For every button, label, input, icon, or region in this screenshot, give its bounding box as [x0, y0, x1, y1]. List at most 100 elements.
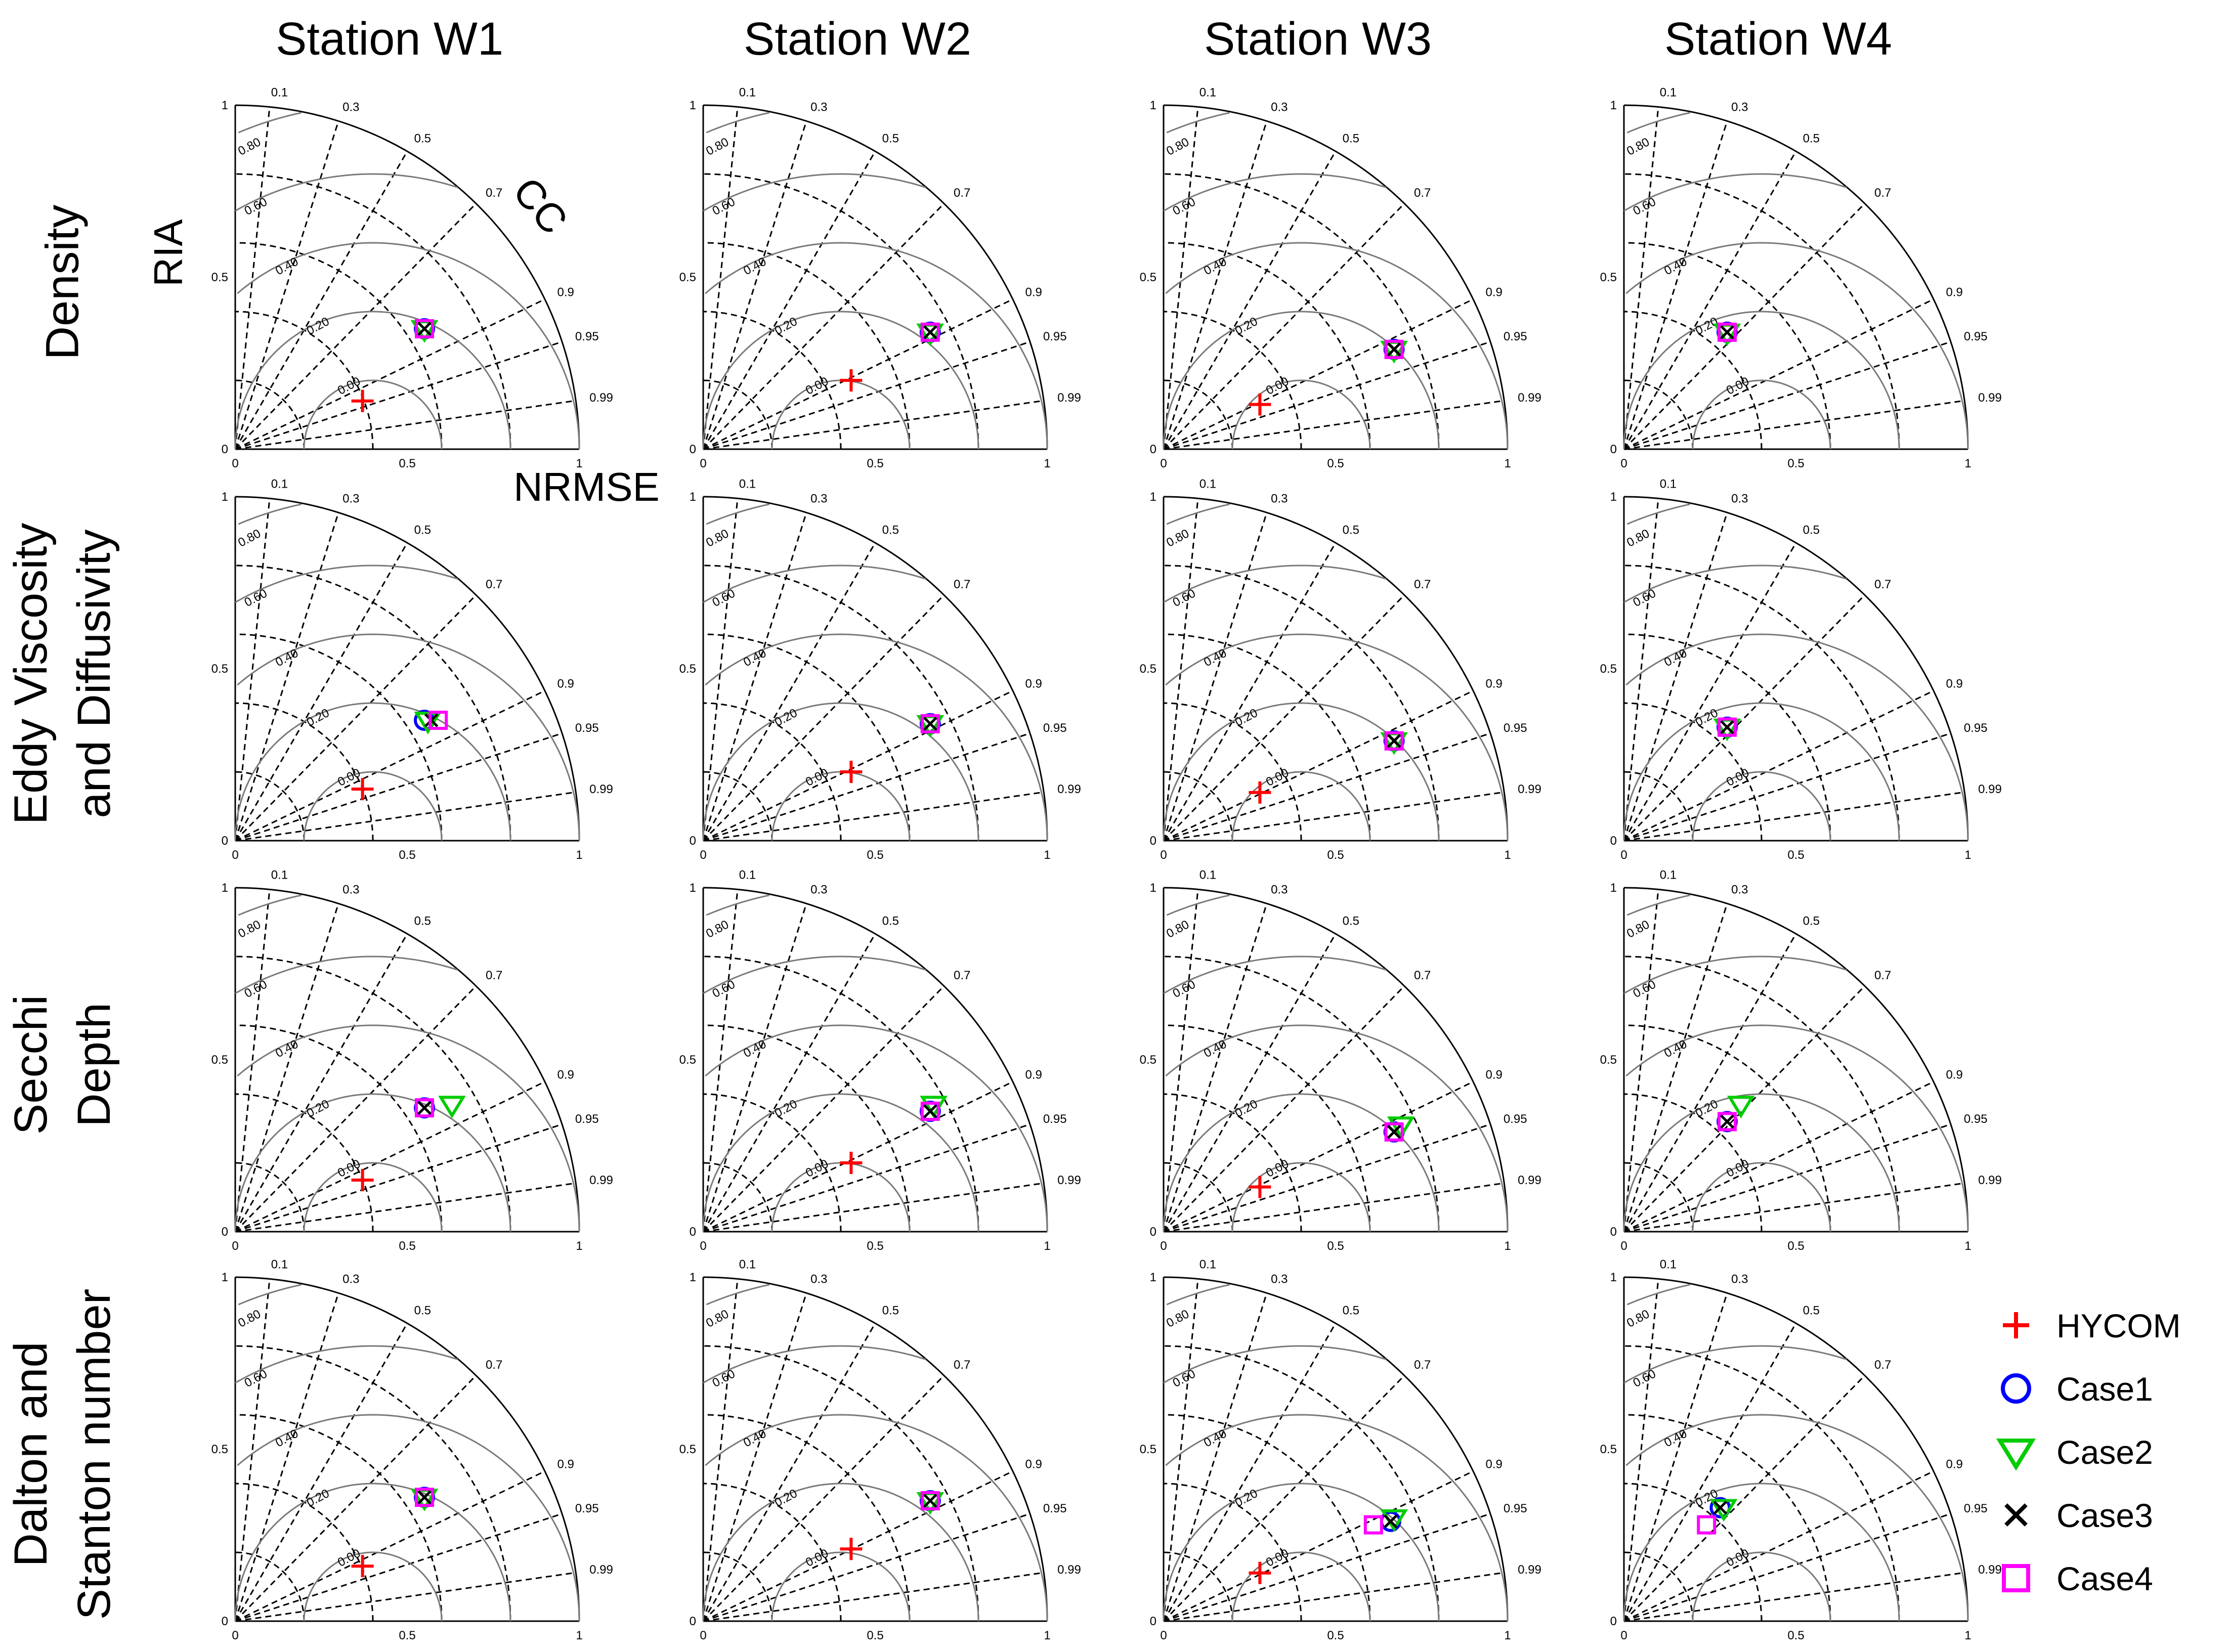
std-arc	[1623, 955, 1900, 1232]
taylor-panel: 00 0.5 0.5 1 1 0.1 0.3 0.5 0.7 0.9 0.95 0.99 0.80 0.6…	[1140, 85, 1541, 470]
x-tick-label: 0.5	[867, 1629, 883, 1642]
correlation-tick-label: 0.1	[1199, 868, 1216, 882]
correlation-tick-label: 0.95	[1964, 721, 1988, 735]
x-tick-label: 0.5	[1327, 1239, 1344, 1253]
correlation-ray	[1163, 542, 1337, 841]
outer-arc	[1623, 887, 1969, 1232]
x-tick-label: 0	[1160, 1239, 1167, 1253]
std-arc	[703, 1024, 911, 1232]
correlation-tick-label: 0.9	[1485, 1458, 1502, 1471]
correlation-tick-label: 0.95	[575, 1112, 599, 1126]
correlation-ray	[1623, 1182, 1965, 1233]
x-tick-label: 0	[1160, 1629, 1167, 1642]
marker-stroke	[1720, 720, 1734, 734]
correlation-tick-label: 0.9	[1485, 1068, 1502, 1082]
correlation-tick-label: 0.99	[1978, 1563, 2002, 1577]
correlation-tick-label: 0.9	[1946, 677, 1962, 691]
x-tick-label: 1	[1504, 457, 1511, 470]
taylor-panel: 00 0.5 0.5 1 1 0.1 0.3 0.5 0.7 0.9 0.95 0.99 0.80 0.6…	[1600, 868, 2002, 1253]
marker-hycom	[351, 1169, 374, 1191]
rms-arc	[1623, 702, 1900, 841]
taylor-panel: 00 0.5 0.5 1 1 0.1 0.3 0.5 0.7 0.9 0.95 0.99 0.80 0.6…	[679, 477, 1081, 862]
marker-case3	[923, 717, 937, 731]
correlation-tick-label: 0.95	[1043, 1502, 1067, 1515]
correlation-axis-label: CC	[504, 169, 576, 243]
outer-arc	[235, 1276, 580, 1622]
rms-tick-label: 0.60	[242, 586, 270, 610]
y-tick-label: 0	[690, 834, 696, 848]
rms-arc	[705, 1024, 1048, 1232]
rms-arc	[702, 311, 979, 449]
y-tick-label: 1	[690, 99, 696, 112]
x-tick-label: 0.5	[399, 1239, 415, 1253]
correlation-tick-label: 0.1	[271, 477, 288, 491]
marker-case3	[1720, 720, 1734, 734]
correlation-ray	[1163, 400, 1505, 450]
correlation-tick-label: 0.3	[810, 492, 827, 505]
y-tick-label: 0	[222, 1225, 228, 1239]
rms-tick-label: 0.80	[1624, 1307, 1652, 1330]
y-tick-label: 0.5	[679, 271, 696, 284]
correlation-tick-label: 0.5	[882, 1304, 899, 1318]
marker-stroke	[417, 322, 432, 336]
y-tick-label: 0.5	[211, 1053, 228, 1067]
rms-tick-label: 0.60	[1171, 195, 1198, 218]
correlation-ray	[703, 1182, 1044, 1233]
row-title-line: Depth	[68, 1003, 120, 1127]
y-tick-label: 1	[1150, 99, 1156, 112]
rms-tick-label: 0.20	[773, 315, 800, 338]
correlation-ray	[234, 985, 477, 1233]
correlation-ray	[235, 341, 563, 450]
marker-case4	[1718, 1112, 1737, 1132]
marker-case4	[415, 319, 434, 338]
std-arc	[1623, 379, 1694, 450]
outer-arc	[1163, 104, 1509, 450]
x-tick-label: 0.5	[1327, 457, 1344, 470]
rms-arc	[706, 1284, 769, 1306]
std-arc	[1163, 1414, 1371, 1622]
rms-arc	[234, 1483, 511, 1621]
marker-stroke	[1387, 734, 1401, 748]
column-title: Station W1	[276, 13, 503, 65]
correlation-tick-label: 0.3	[1271, 1272, 1288, 1286]
y-tick-label: 0	[1150, 1615, 1156, 1628]
std-arc	[1163, 1093, 1302, 1232]
column-title: Station W4	[1664, 13, 1892, 65]
correlation-tick-label: 0.9	[1025, 1458, 1042, 1471]
taylor-panel: 00 0.5 0.5 1 1 0.1 0.3 0.5 0.7 0.9 0.95 0.99 0.80 0.6…	[679, 868, 1081, 1253]
legend-marker	[2002, 1564, 2030, 1592]
rms-arc	[1163, 1483, 1440, 1621]
y-tick-label: 0.5	[679, 1443, 696, 1456]
marker-stroke	[1713, 1500, 1728, 1515]
correlation-tick-label: 0.5	[1803, 1304, 1820, 1318]
correlation-tick-label: 0.5	[1343, 524, 1359, 537]
rms-tick-label: 0.20	[305, 1487, 332, 1510]
correlation-tick-label: 0.7	[486, 969, 502, 982]
marker-case3	[417, 1101, 432, 1115]
rms-arc	[1165, 242, 1509, 450]
y-tick-label: 1	[1610, 1271, 1617, 1284]
correlation-ray	[1623, 1513, 1951, 1622]
marker-hycom	[1249, 1176, 1271, 1198]
rms-tick-label: 0.80	[1164, 135, 1191, 158]
rms-arc	[1231, 771, 1371, 841]
marker-case4	[1384, 339, 1404, 359]
outer-arc	[703, 496, 1048, 841]
marker-case4	[1384, 731, 1404, 751]
rms-arc	[1231, 1551, 1371, 1621]
correlation-tick-label: 0.1	[1660, 868, 1677, 882]
correlation-ray	[1623, 203, 1866, 450]
correlation-tick-label: 0.3	[1271, 100, 1288, 114]
taylor-panel: 00 0.5 0.5 1 1 0.1 0.3 0.5 0.7 0.9 0.95 0.99 0.80 0.6…	[1600, 85, 2002, 470]
y-tick-label: 1	[690, 881, 696, 895]
correlation-ray	[703, 1081, 1013, 1233]
std-arc	[703, 1483, 842, 1622]
correlation-tick-label: 0.7	[1414, 186, 1431, 200]
correlation-ray	[702, 1279, 739, 1622]
correlation-tick-label: 0.7	[486, 578, 502, 591]
correlation-ray	[1623, 1292, 1728, 1622]
correlation-ray	[702, 933, 876, 1232]
x-tick-label: 0	[700, 1629, 706, 1642]
rms-arc	[1692, 1162, 1831, 1232]
correlation-tick-label: 0.1	[739, 477, 756, 491]
